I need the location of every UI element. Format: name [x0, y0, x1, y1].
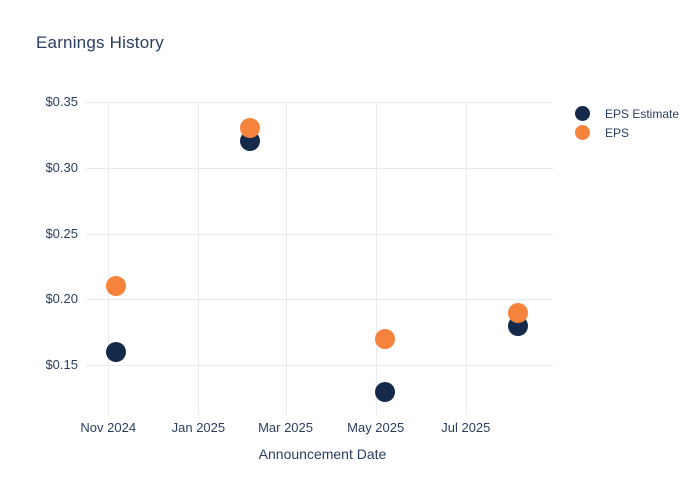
y-tick-label: $0.25 — [45, 225, 78, 241]
x-tick-label: May 2025 — [347, 420, 405, 435]
v-gridline — [465, 102, 467, 415]
legend-label: EPS — [605, 125, 630, 140]
data-point-eps-estimate[interactable] — [105, 342, 126, 363]
eps-legend-marker-icon — [575, 125, 590, 140]
h-gridline — [86, 299, 553, 301]
chart-title: Earnings History — [36, 33, 164, 52]
data-point-eps[interactable] — [374, 328, 395, 349]
legend-label: EPS Estimate — [605, 106, 680, 121]
h-gridline — [86, 167, 553, 169]
v-gridline — [375, 102, 377, 415]
legend-item-eps-estimate[interactable]: EPS Estimate — [573, 104, 679, 123]
h-gridline — [86, 233, 553, 235]
eps-estimate-legend-marker-icon — [575, 106, 590, 121]
data-point-eps[interactable] — [105, 276, 126, 297]
y-tick-label: $0.15 — [45, 357, 78, 373]
v-gridline — [108, 102, 110, 415]
x-tick-label: Nov 2024 — [80, 420, 137, 435]
x-tick-label: Jan 2025 — [171, 420, 226, 435]
x-tick-label: Jul 2025 — [441, 420, 491, 435]
y-tick-label: $0.20 — [45, 291, 78, 307]
plot-area — [86, 102, 553, 415]
x-tick-label: Mar 2025 — [258, 420, 313, 435]
legend-item-eps[interactable]: EPS — [573, 123, 679, 142]
x-axis-title: Announcement Date — [258, 446, 387, 462]
data-point-eps[interactable] — [507, 302, 528, 323]
v-gridline — [198, 102, 200, 415]
data-point-eps-estimate[interactable] — [374, 381, 395, 402]
y-tick-label: $0.30 — [45, 159, 78, 175]
data-point-eps[interactable] — [240, 118, 261, 139]
h-gridline — [86, 102, 553, 103]
y-tick-label: $0.35 — [45, 94, 78, 109]
v-gridline — [285, 102, 287, 415]
h-gridline — [86, 365, 553, 367]
legend: EPS Estimate EPS — [573, 104, 679, 142]
